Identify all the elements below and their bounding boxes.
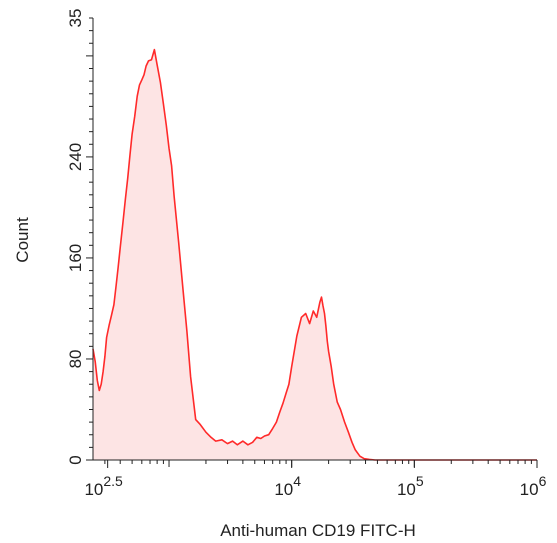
y-tick-label: 80 — [66, 350, 85, 369]
y-tick-label: 240 — [66, 143, 85, 171]
y-tick-label: 35 — [66, 9, 85, 28]
y-axis-tick-labels: 0 80 160 240 35 — [66, 9, 85, 465]
y-axis-label: Count — [13, 217, 32, 263]
y-tick-label: 0 — [66, 455, 85, 464]
x-tick-label: 104 — [274, 473, 301, 499]
x-tick-label: 106 — [520, 473, 547, 499]
x-axis-tick-labels: 102.5 104 105 106 — [84, 473, 546, 499]
histogram-line — [92, 48, 537, 461]
x-axis-label: Anti-human CD19 FITC-H — [220, 521, 416, 540]
histogram-fill — [93, 49, 537, 460]
plot-area — [92, 48, 537, 461]
axes — [86, 17, 538, 468]
y-tick-label: 160 — [66, 244, 85, 272]
x-tick-label: 102.5 — [84, 473, 123, 499]
x-tick-label: 105 — [397, 473, 424, 499]
